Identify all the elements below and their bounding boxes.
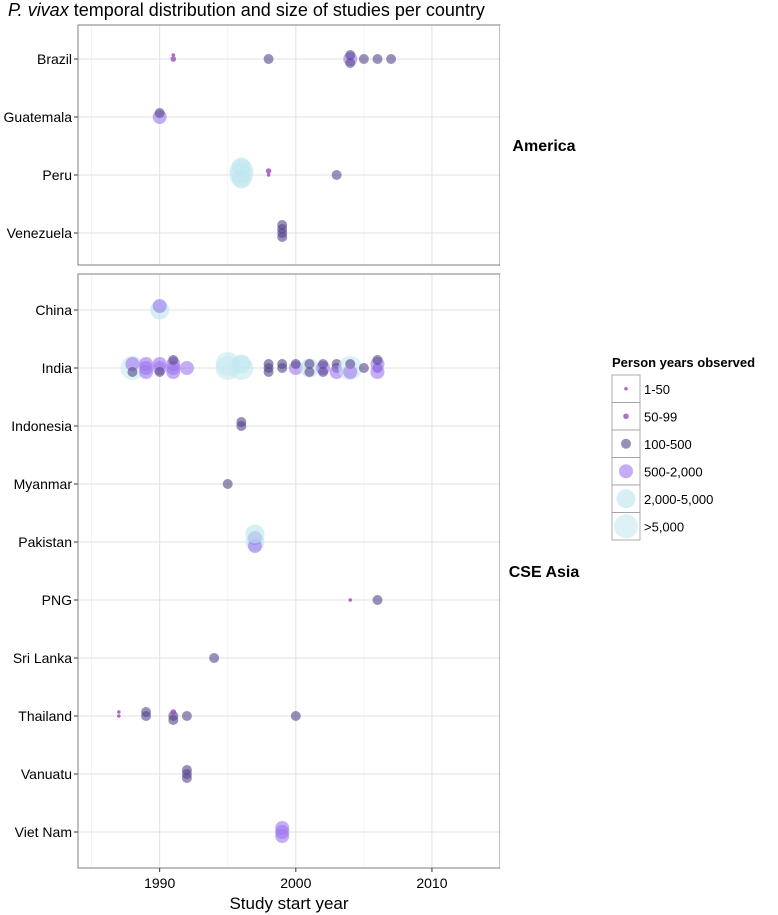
data-point-cse-asia-thailand-1992-61 xyxy=(181,711,192,721)
data-point-cse-asia-vanuatu-1992-64 xyxy=(181,765,192,775)
data-point-cse-asia-india-2001-28 xyxy=(304,359,315,369)
data-point-cse-asia-india-2005-39 xyxy=(358,363,369,373)
y-tick-label-vanuatu: Vanuatu xyxy=(21,766,72,782)
data-point-america-venezuela-1999-20 xyxy=(277,232,288,242)
data-point-cse-asia-china-1990-1 xyxy=(152,299,167,313)
data-point-cse-asia-india-1991-13 xyxy=(166,365,181,379)
data-point-cse-asia-india-1990-10 xyxy=(154,367,165,377)
facet-strip-cse-asia xyxy=(500,274,588,868)
data-point-america-brazil-2004-5 xyxy=(345,58,356,68)
data-point-america-peru-1998-16 xyxy=(265,168,272,174)
data-point-cse-asia-thailand-1991-59 xyxy=(170,709,177,715)
y-tick-label-viet-nam: Viet Nam xyxy=(15,824,72,840)
legend-label-5: >5,000 xyxy=(644,519,684,534)
legend-key-symbol-1 xyxy=(623,413,629,420)
x-tick-label-2000: 2000 xyxy=(280,875,311,891)
facet-strip-america xyxy=(500,25,588,265)
y-tick-label-thailand: Thailand xyxy=(18,708,72,724)
facet-label-cse-asia: CSE Asia xyxy=(509,564,580,581)
y-tick-label-myanmar: Myanmar xyxy=(14,476,73,492)
y-tick-label-venezuela: Venezuela xyxy=(7,225,73,241)
data-point-cse-asia-india-2006-43 xyxy=(372,355,383,365)
data-point-cse-asia-india-1988-4 xyxy=(127,367,138,377)
data-point-america-guatemala-1990-10 xyxy=(154,108,165,118)
data-point-america-brazil-1991-0 xyxy=(170,56,177,62)
data-point-cse-asia-india-2000-26 xyxy=(290,359,301,369)
data-point-america-brazil-2007-8 xyxy=(386,54,397,64)
data-point-america-brazil-2006-7 xyxy=(372,54,383,64)
y-tick-label-pakistan: Pakistan xyxy=(18,534,72,550)
data-point-america-brazil-1998-2 xyxy=(263,54,274,64)
data-point-cse-asia-india-2002-31 xyxy=(318,359,329,369)
data-point-cse-asia-vanuatu-1992-65 xyxy=(181,773,192,783)
data-point-cse-asia-india-1999-24 xyxy=(277,359,288,369)
x-axis-title: Study start year xyxy=(229,894,348,913)
data-point-america-brazil-2004-4 xyxy=(345,50,356,60)
data-point-cse-asia-pakistan-1997-50 xyxy=(245,524,265,544)
y-tick-label-png: PNG xyxy=(42,592,72,608)
legend-key-symbol-2 xyxy=(621,438,631,449)
data-point-cse-asia-thailand-1987-55 xyxy=(117,710,121,714)
y-tick-label-indonesia: Indonesia xyxy=(11,418,72,434)
data-point-cse-asia-png-2006-52 xyxy=(372,595,383,605)
data-point-cse-asia-sri-lanka-1994-53 xyxy=(209,653,220,663)
data-point-america-venezuela-1999-21 xyxy=(277,220,288,230)
x-tick-label-2010: 2010 xyxy=(416,875,447,891)
legend-label-0: 1-50 xyxy=(644,382,670,397)
data-point-cse-asia-myanmar-1995-46 xyxy=(222,479,233,489)
data-point-america-peru-1998-15 xyxy=(266,173,271,177)
legend-label-4: 2,000-5,000 xyxy=(644,492,713,507)
data-point-cse-asia-thailand-2000-62 xyxy=(290,711,301,721)
legend-key-symbol-4 xyxy=(616,489,636,509)
chart-title-species: P. vivax xyxy=(8,0,69,20)
y-tick-label-brazil: Brazil xyxy=(37,51,72,67)
data-point-america-peru-2003-17 xyxy=(331,170,342,180)
panel-background-america xyxy=(78,25,500,265)
y-tick-label-peru: Peru xyxy=(42,167,72,183)
legend-title: Person years observed xyxy=(612,355,755,370)
legend-label-1: 50-99 xyxy=(644,409,677,424)
data-point-america-brazil-2005-6 xyxy=(358,54,369,64)
data-point-cse-asia-indonesia-1996-45 xyxy=(236,417,247,427)
chart-title-rest: temporal distribution and size of studie… xyxy=(68,0,485,20)
data-point-cse-asia-india-1988-3 xyxy=(125,357,140,371)
legend-key-symbol-3 xyxy=(619,464,633,479)
data-point-cse-asia-india-2004-38 xyxy=(343,365,358,379)
legend-label-2: 100-500 xyxy=(644,437,692,452)
data-point-cse-asia-india-2002-32 xyxy=(318,367,329,377)
y-tick-label-india: India xyxy=(42,360,73,376)
data-point-cse-asia-thailand-1989-57 xyxy=(141,707,152,717)
y-tick-label-china: China xyxy=(35,302,72,318)
data-point-cse-asia-thailand-1987-54 xyxy=(117,714,121,718)
y-tick-label-sri-lanka: Sri Lanka xyxy=(13,650,72,666)
data-point-cse-asia-viet-nam-1999-68 xyxy=(275,829,290,843)
data-point-cse-asia-india-1990-9 xyxy=(152,357,167,371)
data-point-cse-asia-india-1989-7 xyxy=(139,365,154,379)
data-point-cse-asia-png-2004-51 xyxy=(348,598,353,602)
legend-key-symbol-0 xyxy=(624,386,628,391)
legend-key-symbol-5 xyxy=(614,514,638,539)
facet-label-america: America xyxy=(512,138,575,155)
legend-label-3: 500-2,000 xyxy=(644,464,703,479)
data-point-cse-asia-india-1998-21 xyxy=(263,359,274,369)
data-point-cse-asia-india-1991-14 xyxy=(168,355,179,365)
data-point-cse-asia-india-2001-29 xyxy=(304,367,315,377)
y-tick-label-guatemala: Guatemala xyxy=(4,109,73,125)
data-point-cse-asia-india-1998-22 xyxy=(263,367,274,377)
data-point-cse-asia-india-1996-19 xyxy=(231,354,251,374)
data-point-cse-asia-india-1992-15 xyxy=(179,361,194,375)
data-point-cse-asia-thailand-1991-60 xyxy=(168,715,179,725)
data-point-cse-asia-india-2006-42 xyxy=(370,365,385,379)
data-point-america-brazil-1991-1 xyxy=(171,53,176,57)
data-point-america-peru-1996-14 xyxy=(231,157,251,177)
chart-title: P. vivax temporal distribution and size … xyxy=(8,0,485,21)
x-tick-label-1990: 1990 xyxy=(144,875,175,891)
